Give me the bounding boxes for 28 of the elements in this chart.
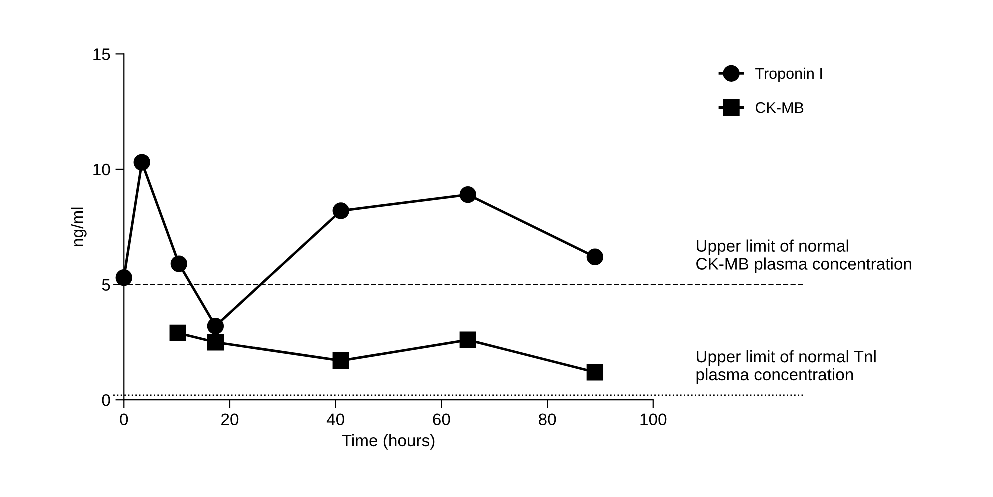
x-tick-label: 60 xyxy=(433,414,450,426)
x-tick-label: 20 xyxy=(222,414,239,426)
y-tick-label: 15 xyxy=(94,48,110,60)
point xyxy=(460,332,476,348)
point xyxy=(207,334,224,351)
point xyxy=(207,318,224,335)
point xyxy=(116,270,132,286)
point xyxy=(332,352,350,370)
point xyxy=(134,154,150,171)
x-tick-label: 100 xyxy=(640,414,667,426)
point xyxy=(460,186,476,204)
x-tick-label: 80 xyxy=(538,414,556,426)
y-tick-label: 0 xyxy=(102,394,110,406)
point xyxy=(586,248,604,266)
point xyxy=(170,324,186,342)
legend-label: CK-MB xyxy=(756,102,804,114)
legend-label: Troponin I xyxy=(756,68,822,82)
ref-line-label: Upper limit of normal Tnl plasma concentration xyxy=(696,350,876,384)
ref-line-label: Upper limit of normal CK-MB plasma concentration xyxy=(696,240,912,274)
y-axis-title: ng/ml xyxy=(71,208,87,246)
x-axis-title: Time (hours) xyxy=(342,434,435,450)
point xyxy=(170,256,188,272)
point xyxy=(332,202,350,220)
x-tick-label: 40 xyxy=(326,414,344,426)
point xyxy=(586,364,604,381)
y-tick-label: 5 xyxy=(102,279,110,291)
y-tick-label: 10 xyxy=(94,164,110,176)
x-tick-label: 0 xyxy=(120,414,128,426)
